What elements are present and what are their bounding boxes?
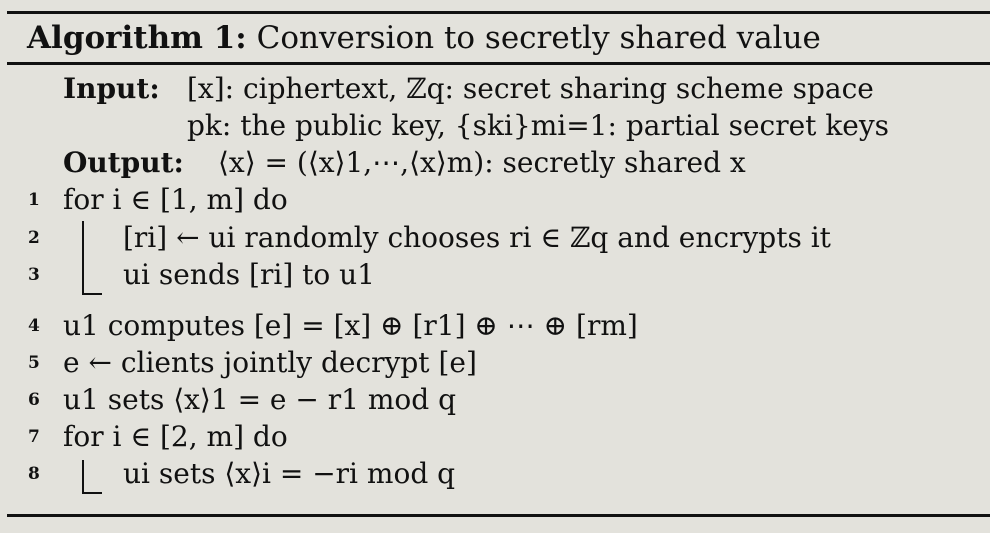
line-number: 6 bbox=[28, 390, 40, 410]
for-block-bracket-end bbox=[82, 492, 102, 494]
step-text: u1 computes [e] = [x] ⊕ [r1] ⊕ ⋯ ⊕ [rm] bbox=[63, 309, 638, 342]
step-text: ui sends [ri] to u1 bbox=[123, 258, 375, 291]
algorithm-label: Algorithm 1: bbox=[27, 20, 247, 56]
for-block-bracket-end bbox=[82, 293, 102, 295]
input-label: Input: bbox=[63, 72, 160, 105]
line-number: 8 bbox=[28, 464, 40, 484]
bottom-rule bbox=[7, 514, 990, 517]
step-text: e ← clients jointly decrypt [e] bbox=[63, 346, 477, 379]
line-number: 3 bbox=[28, 265, 40, 285]
step-text: for i ∈ [1, m] do bbox=[63, 183, 288, 216]
top-rule bbox=[7, 11, 990, 14]
input-text-1: [x]: ciphertext, ℤq: secret sharing sche… bbox=[187, 72, 874, 105]
output-label: Output: bbox=[63, 146, 184, 179]
algorithm-name: Conversion to secretly shared value bbox=[256, 20, 821, 56]
title-rule bbox=[7, 62, 990, 65]
step-text: ui sets ⟨x⟩i = −ri mod q bbox=[123, 457, 456, 490]
for-block-bracket bbox=[82, 460, 84, 494]
for-block-bracket bbox=[82, 221, 84, 295]
line-number: 2 bbox=[28, 228, 40, 248]
line-number: 4 bbox=[28, 316, 40, 336]
algorithm-title: Algorithm 1: Conversion to secretly shar… bbox=[27, 14, 821, 62]
output-text: ⟨x⟩ = (⟨x⟩1,⋯,⟨x⟩m): secretly shared x bbox=[218, 146, 746, 179]
line-number: 7 bbox=[28, 427, 40, 447]
line-number: 5 bbox=[28, 353, 40, 373]
input-text-2: pk: the public key, {ski}mi=1: partial s… bbox=[187, 109, 890, 142]
step-text: for i ∈ [2, m] do bbox=[63, 420, 288, 453]
step-text: [ri] ← ui randomly chooses ri ∈ ℤq and e… bbox=[123, 221, 831, 254]
step-text: u1 sets ⟨x⟩1 = e − r1 mod q bbox=[63, 383, 457, 416]
line-number: 1 bbox=[28, 190, 40, 210]
